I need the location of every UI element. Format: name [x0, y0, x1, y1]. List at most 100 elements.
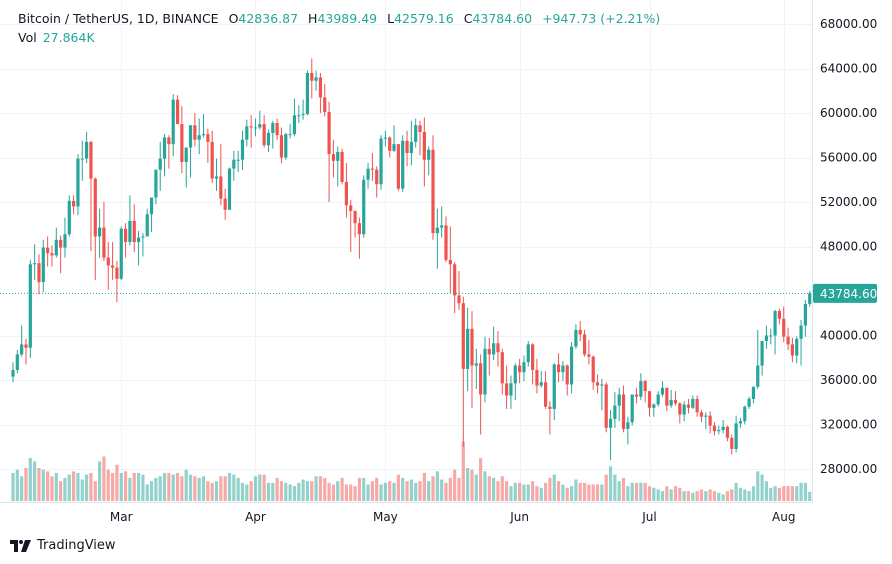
candle[interactable] [453, 262, 457, 314]
candle[interactable] [362, 175, 366, 238]
candle[interactable] [535, 358, 539, 394]
candle[interactable] [600, 378, 604, 411]
candle[interactable] [483, 336, 487, 403]
candle[interactable] [782, 306, 786, 343]
candle[interactable] [72, 195, 76, 215]
candle[interactable] [279, 127, 284, 164]
candle[interactable] [656, 391, 660, 407]
candle[interactable] [526, 341, 530, 367]
candle[interactable] [678, 402, 682, 424]
candle[interactable] [630, 394, 634, 426]
candle[interactable] [301, 99, 305, 120]
candle[interactable] [327, 101, 331, 202]
candle[interactable] [808, 291, 812, 307]
candle[interactable] [669, 390, 673, 408]
candle[interactable] [691, 395, 695, 409]
candle[interactable] [448, 226, 452, 294]
candle[interactable] [353, 210, 357, 238]
candle[interactable] [102, 202, 106, 261]
candle[interactable] [149, 197, 154, 233]
candle[interactable] [608, 410, 613, 461]
candle[interactable] [414, 118, 418, 148]
candle[interactable] [561, 361, 565, 382]
candle[interactable] [383, 130, 387, 147]
candle[interactable] [470, 311, 474, 408]
candle[interactable] [435, 208, 439, 269]
candle[interactable] [41, 239, 45, 293]
candle[interactable] [409, 120, 413, 166]
candle[interactable] [725, 425, 730, 442]
candle[interactable] [639, 373, 643, 401]
candle[interactable] [496, 331, 500, 367]
candle[interactable] [418, 120, 422, 156]
candle[interactable] [682, 401, 686, 422]
candle[interactable] [93, 177, 97, 280]
candle[interactable] [591, 355, 595, 391]
candle[interactable] [405, 130, 409, 167]
candle[interactable] [721, 420, 725, 434]
tradingview-logo[interactable]: TradingView [10, 538, 116, 553]
candle[interactable] [595, 374, 600, 394]
candle[interactable] [119, 226, 123, 280]
candle[interactable] [790, 337, 794, 363]
candle[interactable] [543, 371, 548, 409]
candle[interactable] [162, 134, 167, 177]
candle[interactable] [145, 208, 149, 237]
candle[interactable] [11, 362, 15, 383]
candle[interactable] [626, 416, 630, 445]
candle[interactable] [764, 325, 769, 349]
candle[interactable] [318, 72, 323, 113]
candle[interactable] [786, 327, 790, 350]
candle[interactable] [201, 114, 206, 138]
candle[interactable] [440, 206, 444, 238]
candle[interactable] [444, 216, 448, 263]
candle[interactable] [673, 391, 678, 406]
candle[interactable] [686, 398, 691, 414]
candle[interactable] [695, 395, 699, 417]
candle[interactable] [284, 133, 288, 160]
candle[interactable] [665, 387, 669, 412]
candle[interactable] [652, 403, 656, 417]
candle[interactable] [613, 392, 617, 428]
candle[interactable] [531, 343, 535, 385]
candle[interactable] [340, 148, 344, 185]
candle[interactable] [115, 260, 119, 303]
candle[interactable] [344, 163, 349, 218]
candle[interactable] [227, 167, 232, 210]
candle[interactable] [587, 339, 591, 365]
candle[interactable] [33, 244, 37, 280]
candle[interactable] [236, 150, 240, 172]
candle[interactable] [98, 208, 102, 258]
candle[interactable] [132, 204, 136, 253]
candle[interactable] [76, 154, 80, 216]
candle[interactable] [708, 411, 712, 434]
candle[interactable] [401, 135, 405, 192]
candle[interactable] [85, 131, 89, 164]
candle[interactable] [305, 70, 310, 116]
candle[interactable] [54, 227, 58, 258]
candle[interactable] [756, 329, 760, 389]
candle[interactable] [262, 115, 266, 148]
candle[interactable] [699, 410, 704, 423]
candle[interactable] [271, 120, 275, 149]
candle[interactable] [518, 358, 522, 384]
candle[interactable] [375, 166, 379, 198]
candle[interactable] [197, 118, 201, 155]
candle[interactable] [803, 299, 807, 337]
candle[interactable] [188, 125, 193, 178]
candle[interactable] [175, 95, 180, 125]
candle[interactable] [604, 382, 608, 433]
candle[interactable] [219, 144, 223, 206]
candle[interactable] [323, 84, 327, 117]
candle[interactable] [258, 110, 262, 130]
candle[interactable] [461, 296, 465, 447]
candle[interactable] [743, 405, 747, 425]
candle[interactable] [314, 70, 318, 91]
candle[interactable] [336, 146, 340, 187]
time-axis[interactable]: Mar Apr May Jun Jul Aug [110, 510, 796, 524]
candle[interactable] [106, 242, 110, 290]
candle[interactable] [647, 391, 652, 417]
price-axis[interactable]: 68000.00 64000.00 60000.00 56000.00 52000.00… [820, 17, 877, 476]
candle[interactable] [422, 117, 426, 187]
candle[interactable] [245, 119, 249, 147]
